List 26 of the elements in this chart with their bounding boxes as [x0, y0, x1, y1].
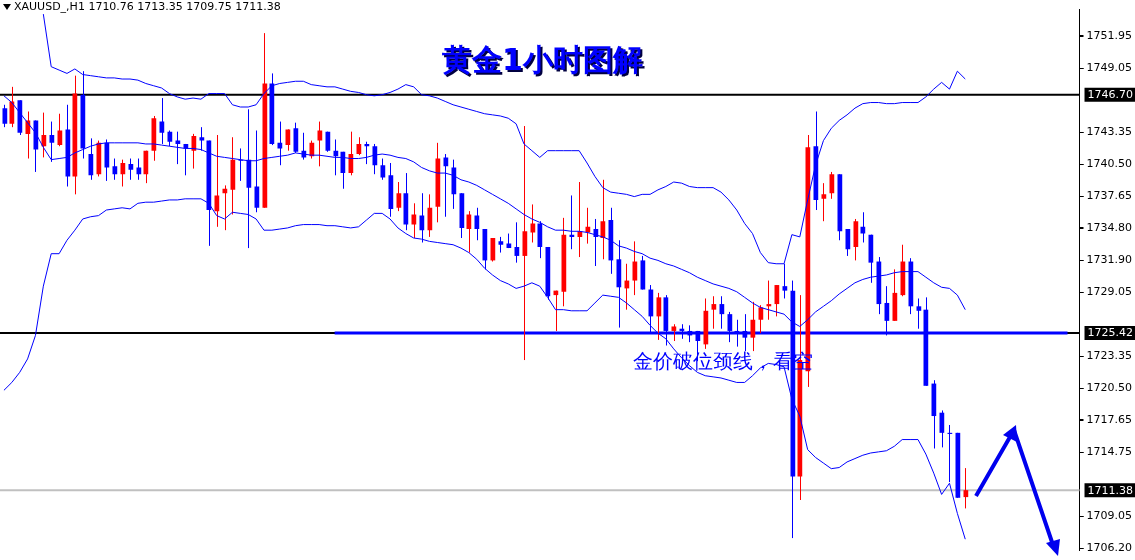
annotation: XAUUSD_,H1 1710.76 1713.35 1709.75 1711.38	[14, 0, 281, 13]
ref-line-label: 1725.42	[1087, 326, 1134, 340]
candlestick	[128, 158, 134, 181]
y-tick-label: 1734.80	[1086, 220, 1133, 234]
candlestick	[711, 295, 717, 330]
text: 黄金1小时图解	[441, 41, 644, 79]
y-tick-label: 1731.90	[1086, 253, 1133, 267]
candlestick	[411, 202, 417, 239]
y-tick-label: 1751.95	[1086, 28, 1133, 42]
y-tick-label: 1723.35	[1086, 349, 1133, 362]
y-tick-label: 1740.50	[1086, 156, 1133, 170]
y-tick-label: 1714.75	[1086, 445, 1133, 459]
candlestick	[916, 297, 922, 330]
ref-line-label: 1711.38	[1087, 483, 1134, 497]
candlestick	[380, 158, 386, 181]
candlestick	[821, 182, 827, 222]
y-tick-label: 1720.50	[1086, 380, 1133, 394]
y-tick-label: 1737.65	[1086, 188, 1133, 202]
candlestick	[199, 126, 205, 152]
y-tick-label: 1749.05	[1086, 61, 1133, 75]
y-tick-label: 1743.35	[1086, 125, 1133, 139]
y-tick-label: 1717.65	[1086, 412, 1133, 426]
y-tick-label: 1709.05	[1086, 509, 1133, 523]
y-tick-label: 1729.05	[1086, 285, 1133, 299]
ref-line-label: 1746.70	[1087, 88, 1134, 102]
y-tick-label: 1706.20	[1086, 541, 1133, 555]
